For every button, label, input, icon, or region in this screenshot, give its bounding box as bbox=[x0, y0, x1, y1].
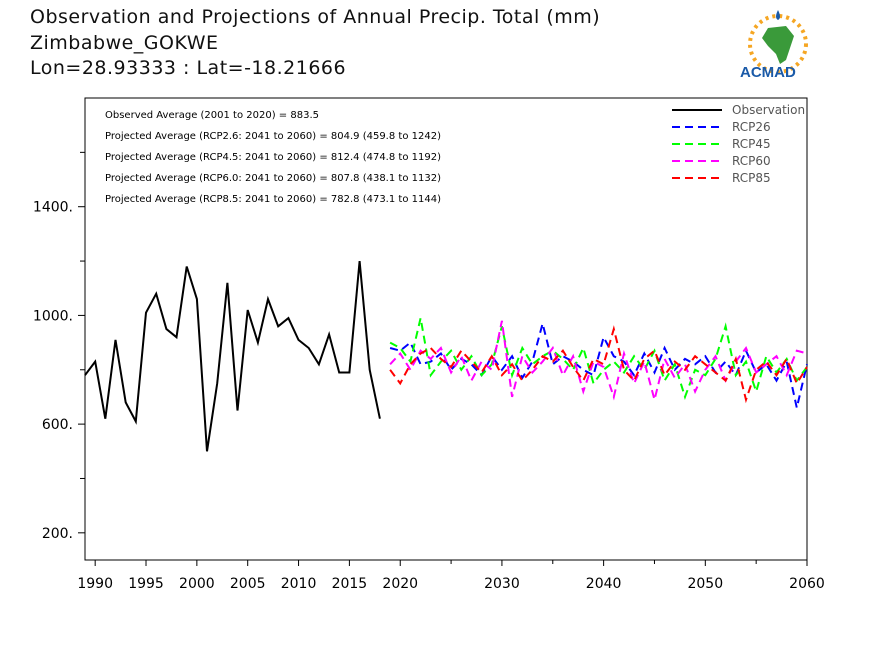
annotation-text: Projected Average (RCP2.6: 2041 to 2060)… bbox=[105, 131, 441, 142]
coordinates-label: Lon=28.93333 : Lat=-18.21666 bbox=[30, 57, 347, 79]
series-line-rcp60 bbox=[389, 320, 808, 401]
series-line-rcp85 bbox=[389, 325, 808, 404]
location-label: Zimbabwe_GOKWE bbox=[30, 32, 219, 54]
x-tick-label: 2060 bbox=[789, 576, 825, 592]
annotation-text: Observed Average (2001 to 2020) = 883.5 bbox=[105, 110, 319, 121]
x-tick-label: 2015 bbox=[332, 576, 368, 592]
annotation-text: Projected Average (RCP4.5: 2041 to 2060)… bbox=[105, 152, 441, 163]
annotation-text: Projected Average (RCP8.5: 2041 to 2060)… bbox=[105, 194, 441, 205]
x-tick-label: 1990 bbox=[77, 576, 113, 592]
series-line-observation bbox=[84, 261, 381, 452]
y-tick-label: 1000. bbox=[33, 308, 73, 324]
x-tick-label: 2000 bbox=[179, 576, 215, 592]
y-tick-label: 200. bbox=[42, 526, 73, 542]
x-tick-label: 2020 bbox=[382, 576, 418, 592]
acmad-logo-text: ACMAD bbox=[740, 64, 796, 81]
chart-title: Observation and Projections of Annual Pr… bbox=[30, 6, 601, 28]
series-line-rcp26 bbox=[389, 319, 808, 409]
legend-label: Observation bbox=[732, 103, 805, 117]
x-tick-label: 2030 bbox=[484, 576, 520, 592]
africa-map-logo bbox=[748, 10, 808, 74]
x-tick-label: 2005 bbox=[230, 576, 266, 592]
x-tick-label: 2010 bbox=[281, 576, 317, 592]
y-tick-label: 600. bbox=[42, 417, 73, 433]
legend-label: RCP85 bbox=[732, 171, 771, 185]
legend-label: RCP26 bbox=[732, 120, 771, 134]
legend-label: RCP45 bbox=[732, 137, 771, 151]
x-tick-label: 2040 bbox=[586, 576, 622, 592]
y-tick-label: 1400. bbox=[33, 200, 73, 216]
x-tick-label: 2050 bbox=[687, 576, 723, 592]
series-line-rcp45 bbox=[389, 317, 808, 400]
legend-label: RCP60 bbox=[732, 154, 771, 168]
x-tick-label: 1995 bbox=[128, 576, 164, 592]
annotation-text: Projected Average (RCP6.0: 2041 to 2060)… bbox=[105, 173, 441, 184]
plot-frame bbox=[84, 97, 808, 561]
